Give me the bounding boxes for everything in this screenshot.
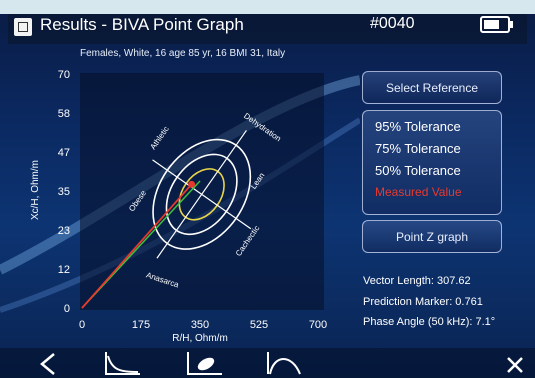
measured-point xyxy=(188,180,196,188)
x-tick-label: 700 xyxy=(309,319,327,331)
page-title: Results - BIVA Point Graph xyxy=(40,15,244,34)
y-tick-label: 0 xyxy=(64,303,70,315)
measured-vector-line xyxy=(81,183,193,309)
title-bar xyxy=(8,14,527,44)
biva-chart: 0 175 350 525 700 0 12 23 35 47 58 70 R/H, Ohm/m Xc/H… xyxy=(0,69,360,344)
legend-tolerance-95: 95% Tolerance xyxy=(375,119,461,134)
x-axis-label: R/H, Ohm/m xyxy=(172,333,228,344)
legend-tolerance-75: 75% Tolerance xyxy=(375,141,461,156)
y-tick-label: 12 xyxy=(58,264,70,276)
tolerance-legend: 95% Tolerance 75% Tolerance 50% Toleranc… xyxy=(362,110,502,215)
battery-level xyxy=(484,20,500,29)
arc-curve-icon[interactable] xyxy=(262,348,306,378)
minor-axis-line xyxy=(152,159,252,230)
record-id: #0040 xyxy=(370,15,415,32)
prediction-marker: Prediction Marker: 0.761 xyxy=(363,296,483,308)
decay-curve-icon[interactable] xyxy=(100,348,144,378)
y-tick-label: 35 xyxy=(58,186,70,198)
y-axis-label: Xc/H, Ohm/m xyxy=(30,160,41,220)
device-bezel xyxy=(0,0,535,14)
legend-tolerance-50: 50% Tolerance xyxy=(375,163,461,178)
x-tick-label: 0 xyxy=(79,319,85,331)
plot-area xyxy=(80,73,324,310)
y-tick-label: 47 xyxy=(58,147,70,159)
back-icon[interactable] xyxy=(30,348,70,378)
select-reference-button[interactable]: Select Reference xyxy=(362,71,502,104)
app-icon xyxy=(14,18,32,36)
point-z-graph-button[interactable]: Point Z graph xyxy=(362,220,502,253)
phase-angle: Phase Angle (50 kHz): 7.1° xyxy=(363,316,496,328)
battery-icon xyxy=(480,16,513,33)
subject-description: Females, White, 16 age 85 yr, 16 BMI 31,… xyxy=(80,48,286,59)
x-tick-label: 525 xyxy=(250,319,268,331)
y-tick-label: 23 xyxy=(58,225,70,237)
x-tick-label: 350 xyxy=(191,319,209,331)
legend-measured-value: Measured Value xyxy=(375,185,462,199)
y-tick-label: 58 xyxy=(58,108,70,120)
vector-length: Vector Length: 307.62 xyxy=(363,275,471,287)
ellipse-graph-icon[interactable] xyxy=(182,348,226,378)
close-icon[interactable] xyxy=(500,348,530,378)
y-tick-label: 70 xyxy=(58,69,70,81)
x-tick-label: 175 xyxy=(132,319,150,331)
